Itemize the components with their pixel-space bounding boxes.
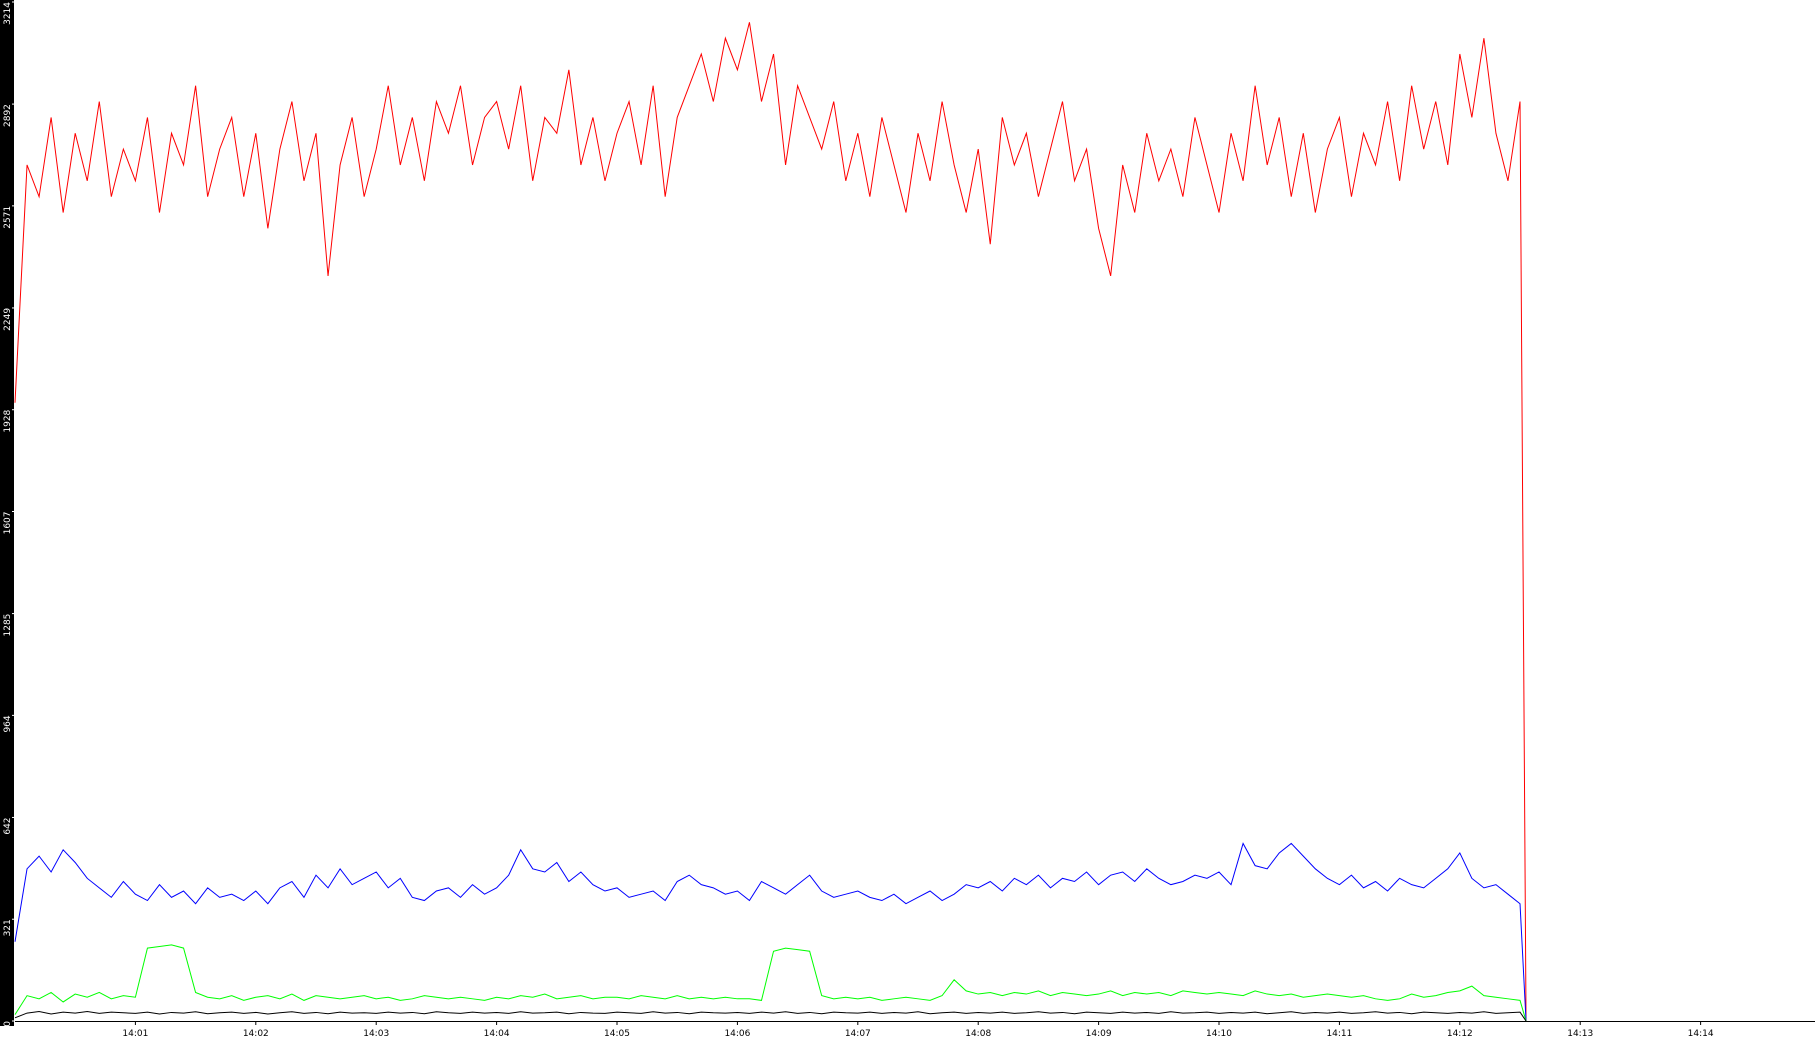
- series-line: [14, 842, 1527, 1022]
- y-tick-label: 1285: [3, 614, 13, 637]
- y-axis-strip: [0, 0, 14, 1026]
- x-tick-label: 14:04: [484, 1029, 510, 1039]
- x-tick-label: 14:03: [363, 1029, 389, 1039]
- y-tick-label: 964: [3, 715, 13, 732]
- x-tick-label: 14:01: [122, 1029, 148, 1039]
- y-tick-label: 0: [3, 1021, 13, 1027]
- x-tick-label: 14:10: [1206, 1029, 1232, 1039]
- y-tick-label: 2892: [3, 104, 13, 127]
- y-tick-label: 1607: [3, 512, 13, 535]
- x-tick-label: 14:13: [1567, 1029, 1593, 1039]
- x-tick-label: 14:11: [1326, 1029, 1352, 1039]
- x-tick-label: 14:14: [1688, 1029, 1714, 1039]
- x-tick-label: 14:08: [965, 1029, 991, 1039]
- y-tick-label: 2571: [3, 206, 13, 229]
- y-tick-label: 642: [3, 817, 13, 834]
- y-tick-label: 321: [3, 919, 13, 936]
- x-tick-label: 14:05: [604, 1029, 630, 1039]
- series-line: [14, 944, 1527, 1022]
- y-tick-label: 1928: [3, 409, 13, 432]
- series-line: [14, 1010, 1527, 1022]
- x-tick-label: 14:09: [1086, 1029, 1112, 1039]
- y-tick-label: 3214: [3, 2, 13, 25]
- y-tick-label: 2249: [3, 308, 13, 331]
- x-tick-label: 14:07: [845, 1029, 871, 1039]
- x-tick-label: 14:02: [243, 1029, 269, 1039]
- x-tick-label: 14:06: [724, 1029, 750, 1039]
- series-line: [14, 22, 1527, 1022]
- x-tick-label: 14:12: [1447, 1029, 1473, 1039]
